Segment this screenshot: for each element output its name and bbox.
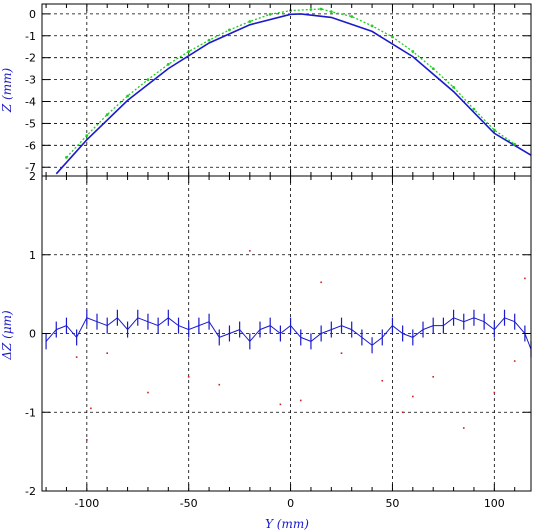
outlier-point <box>432 376 434 378</box>
outlier-point <box>187 376 190 378</box>
measured-point <box>166 62 170 66</box>
measured-point <box>309 8 313 11</box>
outlier-point <box>106 352 108 354</box>
outlier-point <box>320 281 322 284</box>
y-tick-label: -2 <box>25 485 36 498</box>
measured-point <box>492 128 496 132</box>
outlier-point <box>249 250 251 252</box>
measured-point <box>228 28 231 32</box>
y-tick-label: -2 <box>25 52 36 65</box>
y-tick-label: 2 <box>29 170 36 183</box>
y-tick-label: -4 <box>25 96 36 109</box>
outlier-point <box>279 403 282 406</box>
x-tick-label: 0 <box>287 497 294 510</box>
y-tick-label: -7 <box>25 161 36 174</box>
outlier-point <box>524 277 526 280</box>
top-series <box>55 7 532 175</box>
measured-point <box>431 67 435 71</box>
measured-point <box>350 15 354 18</box>
y-tick-label: -1 <box>25 406 36 419</box>
outlier-point <box>340 352 343 354</box>
measured-point <box>411 50 415 53</box>
measured-point <box>248 20 252 23</box>
outlier-point <box>299 399 302 402</box>
y-tick-label: 1 <box>29 249 36 262</box>
measured-profile-line <box>66 8 516 158</box>
x-tick-label: -50 <box>180 497 198 510</box>
measured-point <box>65 155 68 159</box>
measured-point <box>391 35 394 39</box>
outlier-point <box>75 356 78 358</box>
x-tick-label: 50 <box>385 497 399 510</box>
y-tick-label: -6 <box>25 139 36 152</box>
outlier-point <box>412 395 414 398</box>
y-tick-label: 0 <box>29 328 36 341</box>
measured-point <box>126 94 129 98</box>
measured-point <box>513 142 517 146</box>
measured-point <box>319 7 323 11</box>
top-ticks: 0 -1 -2 -3 -4 -5 -6 -7 <box>25 4 531 176</box>
top-grid <box>42 4 531 176</box>
bottom-y-axis-title: ΔZ (μm) <box>0 310 14 361</box>
outlier-point <box>462 427 465 429</box>
measured-point <box>105 113 109 117</box>
measured-point <box>452 85 455 89</box>
outlier-point <box>86 439 88 441</box>
x-tick-label: 100 <box>484 497 505 510</box>
x-axis-title: Y (mm) <box>265 517 309 531</box>
y-tick-label: 0 <box>29 8 36 21</box>
top-panel: 0 -1 -2 -3 -4 -5 -6 -7 Z (mm) <box>0 3 532 177</box>
measured-point <box>268 12 272 16</box>
y-tick-label: -3 <box>25 74 36 87</box>
bottom-panel: -100 -50 0 50 100 2 1 0 -1 -2 ΔZ (μm) Y (mm) <box>0 170 532 531</box>
fit-curve-line <box>55 13 532 175</box>
outlier-point <box>381 379 384 382</box>
outlier-point <box>90 407 92 410</box>
outlier-point <box>401 411 404 414</box>
bottom-frame <box>41 175 532 492</box>
measured-point <box>146 78 150 81</box>
bottom-series <box>45 250 532 441</box>
measured-point <box>472 107 476 111</box>
measured-point <box>187 50 191 53</box>
y-tick-label: -5 <box>25 117 36 130</box>
outlier-point <box>493 391 496 394</box>
y-tick-label: -1 <box>25 30 36 43</box>
outlier-point <box>147 391 149 394</box>
x-tick-label: -100 <box>74 497 99 510</box>
top-y-axis-title: Z (mm) <box>0 68 14 114</box>
measured-point <box>329 10 333 14</box>
measured-point <box>207 38 211 42</box>
measured-point <box>370 24 374 28</box>
bottom-ticks: -100 -50 0 50 100 2 1 0 -1 -2 <box>25 170 531 510</box>
outlier-point <box>218 383 221 386</box>
measured-point <box>85 134 89 137</box>
outlier-point <box>513 360 516 362</box>
